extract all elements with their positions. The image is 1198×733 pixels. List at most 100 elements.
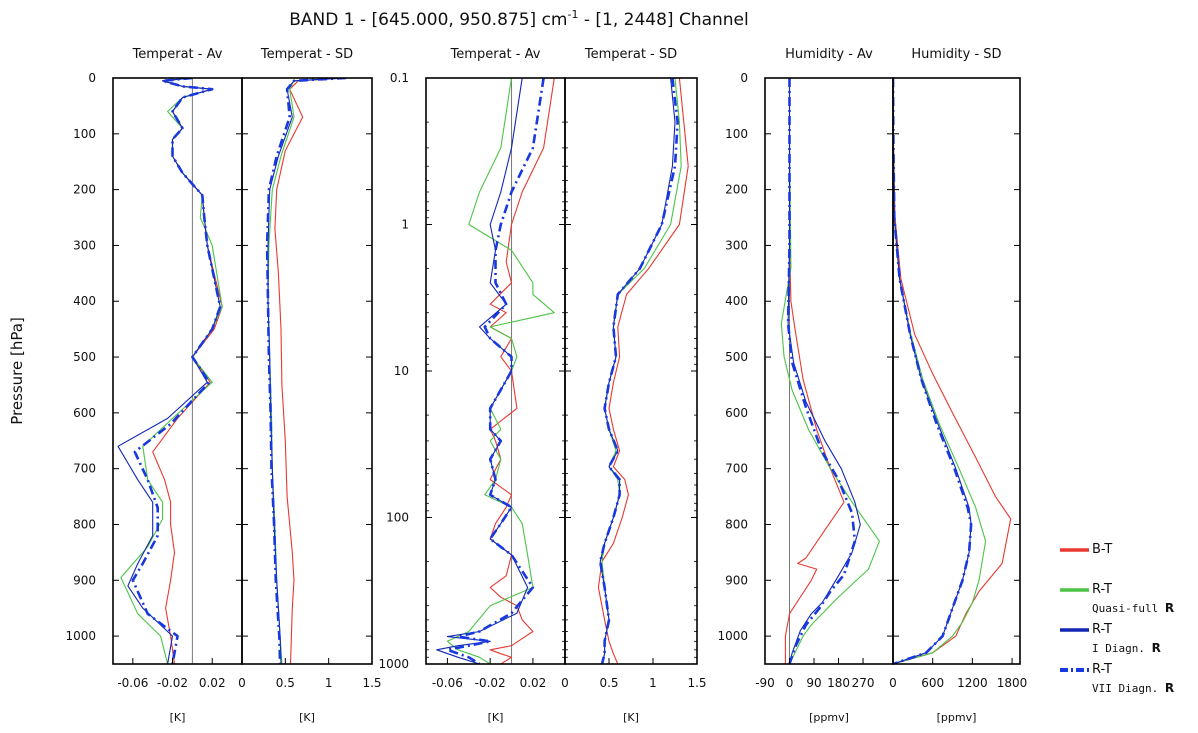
x-tick-label: 0	[786, 676, 794, 690]
x-tick-label: -0.02	[475, 676, 506, 690]
legend-label-3: R-T	[1092, 662, 1112, 677]
panel-p6: 0 600 1200 1800 Humidity - SD [ppmv]	[889, 47, 1027, 724]
y-tick-label: 500	[725, 350, 748, 364]
panel-frame	[764, 77, 894, 665]
series-group	[436, 78, 555, 664]
series-line-rt_i	[893, 78, 972, 664]
series-line-rt_qf	[780, 78, 880, 664]
panel-p4: 0 0.5 1 1.5 Temperat - SD [K]	[561, 47, 706, 724]
panel-p5: -90 0 90 180 270 0 100 200 300 400 500 600 700 800 900…	[717, 47, 894, 724]
panel-title: Temperat - SD	[584, 47, 677, 62]
y-tick-label: 300	[73, 238, 96, 252]
x-tick-label: 600	[921, 676, 944, 690]
x-tick-label: -0.02	[157, 676, 188, 690]
x-tick-label: 0	[889, 676, 897, 690]
y-tick-label: 800	[73, 517, 96, 531]
series-group	[780, 78, 880, 664]
series-line-rt_qf	[267, 78, 347, 664]
panel-frame	[241, 77, 373, 665]
series-line-bt	[152, 78, 223, 664]
panel-p2: 0 0.5 1 1.5 Temperat - SD [K]	[238, 47, 381, 724]
series-line-bt	[784, 78, 845, 664]
panel-title: Temperat - Av	[132, 47, 223, 62]
x-tick-label: 1200	[957, 676, 988, 690]
y-tick-label: 10	[394, 364, 409, 378]
y-tick-label: 1	[401, 218, 409, 232]
series-line-bt	[489, 78, 555, 664]
x-tick-label: 0.02	[199, 676, 226, 690]
panel-frame	[892, 77, 1021, 665]
x-tick-label: 1.5	[687, 676, 706, 690]
panel-p1: -0.06 -0.02 0.02 0 100 200 300 400 500 600 700 800 9…	[65, 47, 243, 724]
series-line-rt_vii	[893, 78, 973, 664]
y-tick-label: 500	[73, 350, 96, 364]
series-line-rt_vii	[786, 78, 857, 664]
y-tick-label: 300	[725, 238, 748, 252]
y-tick-label: 600	[73, 406, 96, 420]
series-line-rt_qf	[601, 78, 682, 664]
legend-sublabel-1: Quasi-full R	[1092, 601, 1174, 615]
y-axis-label: Pressure [hPa]	[8, 317, 26, 425]
legend-sublabel-3: VII Diagn. R	[1092, 681, 1174, 695]
series-group	[597, 78, 689, 664]
series-group	[265, 78, 347, 664]
x-tick-label: 0.5	[276, 676, 295, 690]
x-tick-label: 90	[806, 676, 821, 690]
y-tick-label: 600	[725, 406, 748, 420]
series-line-rt_qf	[893, 78, 987, 664]
panel-frame	[564, 77, 698, 665]
y-tick-label: 0.1	[390, 71, 409, 85]
y-tick-label: 0	[740, 71, 748, 85]
y-tick-label: 100	[386, 511, 409, 525]
series-line-bt	[893, 78, 1012, 664]
y-tick-label: 100	[73, 127, 96, 141]
x-unit-label: [ppmv]	[809, 711, 849, 724]
y-tick-label: 900	[73, 573, 96, 587]
series-line-rt_i	[787, 78, 861, 664]
panel-title: Humidity - SD	[911, 47, 1001, 62]
x-unit-label: [ppmv]	[937, 711, 977, 724]
legend: B-T R-T Quasi-full R R-T I Diagn. R R-T VII Di…	[1060, 542, 1174, 695]
legend-label-1: R-T	[1092, 582, 1112, 597]
y-tick-label: 1000	[65, 629, 96, 643]
series-line-rt_i	[267, 78, 347, 664]
x-tick-label: 0	[561, 676, 569, 690]
x-tick-label: 1800	[997, 676, 1028, 690]
x-tick-label: -90	[755, 676, 775, 690]
y-tick-label: 700	[725, 462, 748, 476]
x-tick-label: 0.02	[520, 676, 547, 690]
y-tick-label: 700	[73, 462, 96, 476]
x-tick-label: 1.5	[362, 676, 381, 690]
series-line-rt_vii	[598, 78, 679, 664]
x-unit-label: [K]	[623, 711, 639, 724]
panel-frame	[425, 77, 566, 665]
series-group	[117, 78, 223, 664]
series-line-rt_qf	[446, 78, 555, 664]
x-unit-label: [K]	[488, 711, 504, 724]
series-line-rt_i	[436, 78, 529, 664]
series-line-rt_i	[117, 78, 221, 664]
x-tick-label: 0.5	[599, 676, 618, 690]
panel-p3: -0.06 -0.02 0.02 0.1 1 10 100 1000 Temperat - Av…	[378, 47, 566, 724]
legend-sublabel-2: I Diagn. R	[1092, 641, 1161, 655]
y-tick-label: 200	[725, 183, 748, 197]
panel-title: Temperat - SD	[260, 47, 353, 62]
y-tick-label: 400	[725, 294, 748, 308]
legend-label-2: R-T	[1092, 622, 1112, 637]
x-unit-label: [K]	[299, 711, 315, 724]
series-line-rt_i	[599, 78, 676, 664]
x-tick-label: -0.06	[432, 676, 463, 690]
y-tick-label: 1000	[378, 657, 409, 671]
series-group	[893, 78, 1012, 664]
x-tick-label: 1	[649, 676, 657, 690]
x-tick-label: 180	[827, 676, 850, 690]
y-tick-label: 100	[725, 127, 748, 141]
y-tick-label: 0	[88, 71, 96, 85]
series-line-rt_vii	[131, 78, 222, 664]
series-line-rt_vii	[265, 78, 347, 664]
x-tick-label: -0.06	[117, 676, 148, 690]
chart-title: BAND 1 - [645.000, 950.875] cm-1 - [1, 2…	[289, 8, 749, 30]
y-tick-label: 800	[725, 517, 748, 531]
x-unit-label: [K]	[170, 711, 186, 724]
